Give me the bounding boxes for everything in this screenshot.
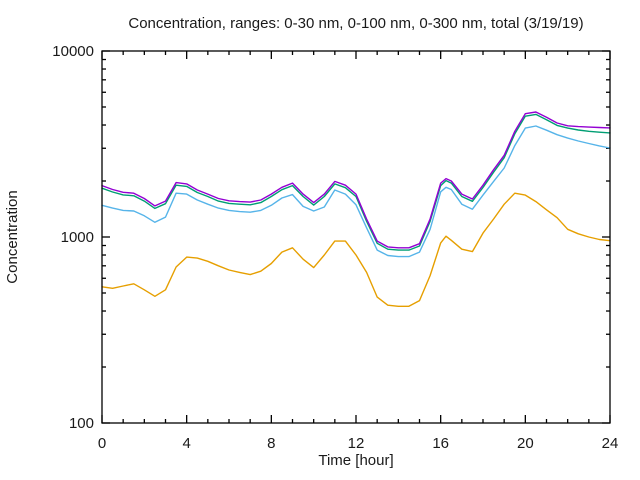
x-tick-label: 4 — [182, 435, 190, 452]
y-tick-label: 10000 — [52, 43, 94, 60]
series-line-0-30-nm — [101, 192, 611, 307]
series-line-0-300-nm — [101, 113, 611, 251]
x-tick-label: 0 — [98, 435, 106, 452]
x-axis-label: Time [hour] — [318, 452, 393, 469]
axis-ticks — [101, 50, 611, 424]
x-tick-label: 24 — [602, 435, 619, 452]
y-tick-label: 1000 — [61, 229, 94, 246]
series-line-total — [101, 111, 611, 249]
tick-labels: 0 4 8 12 16 20 24 100 1000 10000 — [52, 43, 618, 452]
x-tick-label: 12 — [348, 435, 365, 452]
y-axis-label: Concentration — [4, 190, 21, 283]
y-tick-label: 100 — [69, 415, 94, 432]
x-tick-label: 16 — [432, 435, 449, 452]
x-tick-label: 8 — [267, 435, 275, 452]
series-line-0-100-nm — [101, 125, 611, 258]
x-tick-label: 20 — [517, 435, 534, 452]
data-series — [101, 111, 611, 307]
plot-border — [101, 50, 611, 424]
chart-title: Concentration, ranges: 0-30 nm, 0-100 nm… — [128, 15, 583, 32]
